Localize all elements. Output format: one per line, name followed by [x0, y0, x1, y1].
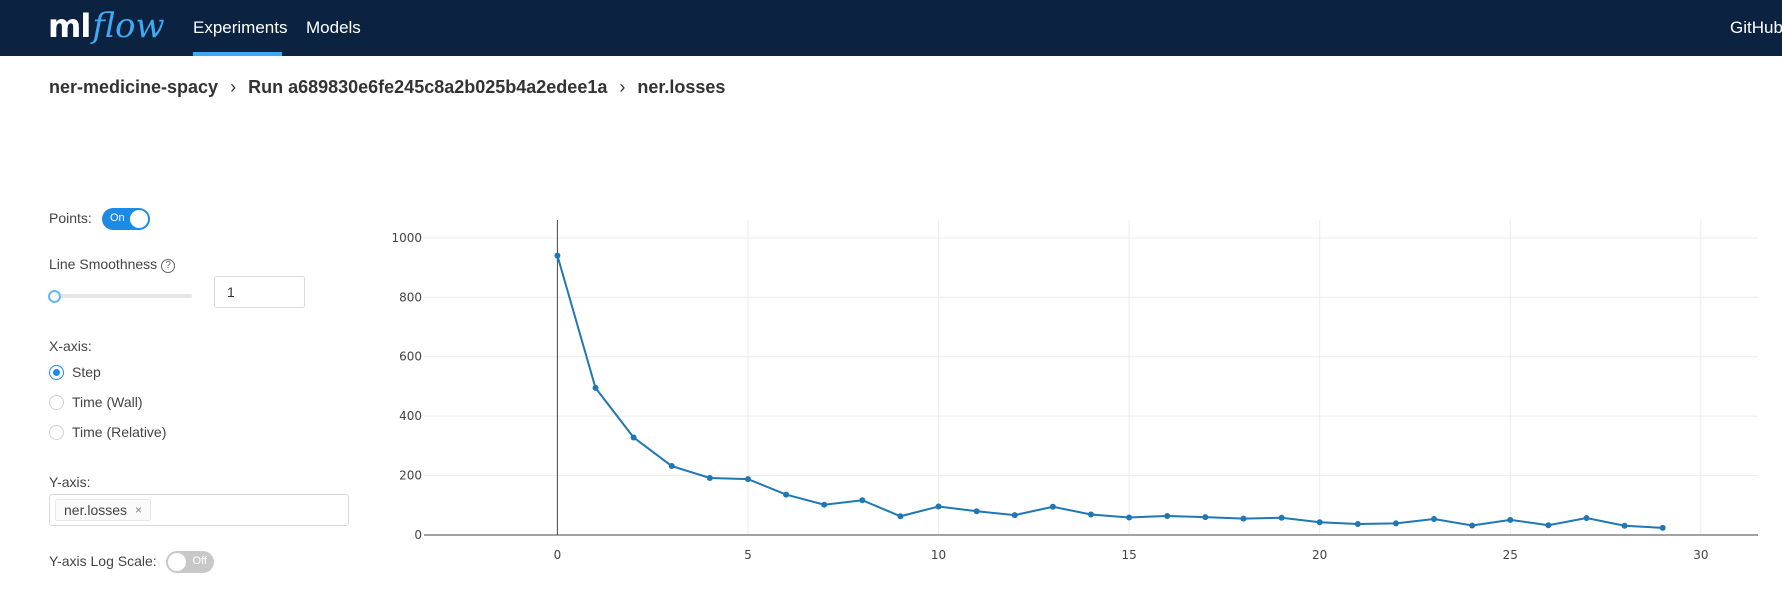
data-point: [1545, 522, 1552, 529]
y-tick-label: 1000: [391, 231, 422, 245]
y-tick-label: 600: [399, 350, 422, 364]
data-point: [1659, 524, 1666, 531]
points-toggle[interactable]: On: [102, 208, 150, 230]
data-point: [1278, 514, 1285, 521]
data-point: [668, 463, 675, 470]
data-point: [935, 503, 942, 510]
nav-active-indicator: [193, 52, 282, 56]
data-point: [783, 491, 790, 498]
data-point: [1088, 511, 1094, 518]
ylog-label: Y-axis Log Scale:: [49, 553, 157, 569]
xaxis-option-step[interactable]: Step: [72, 364, 101, 380]
data-point: [1202, 514, 1209, 521]
yaxis-select[interactable]: ner.losses ×: [49, 494, 349, 526]
x-tick-label: 5: [744, 548, 752, 562]
x-tick-label: 15: [1121, 548, 1136, 562]
x-tick-label: 0: [554, 548, 562, 562]
data-point: [1583, 515, 1590, 522]
y-tick-label: 0: [414, 528, 422, 542]
x-tick-label: 10: [931, 548, 946, 562]
data-point: [1126, 514, 1133, 521]
xaxis-option-wall[interactable]: Time (Wall): [72, 394, 143, 410]
close-icon[interactable]: ×: [135, 503, 143, 517]
line-smoothness-text: Line Smoothness: [49, 256, 158, 272]
data-point: [1049, 503, 1056, 510]
data-point: [1354, 521, 1361, 528]
chevron-right-icon: ›: [619, 77, 626, 97]
points-toggle-label: On: [110, 212, 125, 224]
toggle-knob: [168, 553, 186, 571]
ylog-toggle[interactable]: Off: [166, 551, 214, 573]
data-point: [1240, 515, 1247, 522]
data-point: [821, 501, 828, 508]
nav-models[interactable]: Models: [306, 18, 361, 37]
smoothness-slider-track[interactable]: [54, 294, 192, 298]
data-point: [554, 252, 561, 259]
breadcrumb: ner-medicine-spacy › Run a689830e6fe245c…: [49, 77, 725, 98]
mlflow-logo[interactable]: ml flow: [48, 6, 165, 46]
x-tick-label: 30: [1693, 548, 1708, 562]
data-point: [1164, 512, 1171, 519]
data-point: [1431, 515, 1438, 522]
yaxis-tag-label: ner.losses: [64, 502, 128, 518]
data-point: [1316, 519, 1323, 526]
data-point: [630, 434, 637, 441]
x-tick-label: 25: [1503, 548, 1518, 562]
data-point: [706, 474, 713, 481]
data-point: [1621, 522, 1628, 529]
metric-line-chart[interactable]: 0 5 10 15 20 25 30 0 200 400 600 800 1000: [380, 210, 1770, 580]
data-point: [1011, 512, 1018, 519]
ylog-toggle-label: Off: [192, 555, 207, 567]
logo-flow-text: flow: [92, 6, 165, 46]
top-navbar: ml flow Experiments Models GitHub: [0, 0, 1782, 56]
xaxis-radio-wall[interactable]: [49, 395, 64, 410]
data-point: [1392, 520, 1399, 527]
smoothness-slider-handle[interactable]: [48, 290, 61, 303]
chevron-right-icon: ›: [230, 77, 237, 97]
data-point: [1469, 522, 1476, 529]
line-smoothness-label: Line Smoothness?: [49, 256, 176, 273]
x-tick-label: 20: [1312, 548, 1327, 562]
xaxis-radio-relative[interactable]: [49, 425, 64, 440]
data-point: [897, 513, 904, 520]
yaxis-tag: ner.losses ×: [55, 499, 152, 521]
yaxis-label: Y-axis:: [49, 474, 91, 490]
data-point: [744, 476, 751, 483]
nav-github[interactable]: GitHub: [1730, 18, 1782, 37]
smoothness-input[interactable]: 1: [214, 276, 305, 308]
logo-ml-text: ml: [48, 7, 91, 45]
points-label: Points:: [49, 210, 92, 226]
breadcrumb-metric: ner.losses: [637, 77, 726, 97]
question-circle-icon[interactable]: ?: [161, 259, 176, 273]
y-tick-label: 400: [399, 409, 422, 423]
breadcrumb-experiment[interactable]: ner-medicine-spacy: [49, 77, 219, 97]
breadcrumb-run[interactable]: Run a689830e6fe245c8a2b025b4a2edee1a: [248, 77, 608, 97]
y-tick-label: 800: [399, 290, 422, 304]
data-point: [859, 497, 866, 504]
xaxis-label: X-axis:: [49, 338, 92, 354]
xaxis-option-relative[interactable]: Time (Relative): [72, 424, 167, 440]
data-point: [973, 508, 980, 515]
data-point: [592, 384, 599, 391]
xaxis-radio-step[interactable]: [49, 365, 64, 380]
series-line: [556, 255, 1663, 529]
nav-experiments[interactable]: Experiments: [193, 18, 288, 37]
data-point: [1507, 516, 1514, 523]
toggle-knob: [130, 210, 148, 228]
y-tick-label: 200: [399, 469, 422, 483]
